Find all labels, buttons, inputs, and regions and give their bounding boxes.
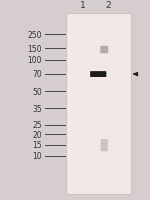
Text: 35: 35: [32, 104, 42, 113]
Text: 250: 250: [27, 31, 42, 40]
Text: 1: 1: [80, 1, 86, 10]
Text: 25: 25: [32, 120, 42, 129]
Text: 150: 150: [27, 44, 42, 53]
Text: 15: 15: [32, 141, 42, 150]
Text: 20: 20: [32, 130, 42, 139]
FancyBboxPatch shape: [100, 47, 108, 54]
Text: 70: 70: [32, 70, 42, 79]
FancyBboxPatch shape: [101, 139, 108, 152]
FancyBboxPatch shape: [90, 72, 106, 78]
Text: 100: 100: [27, 56, 42, 65]
Text: 2: 2: [105, 1, 111, 10]
Bar: [66, 14, 130, 194]
Text: 10: 10: [32, 152, 42, 161]
Text: 50: 50: [32, 87, 42, 96]
